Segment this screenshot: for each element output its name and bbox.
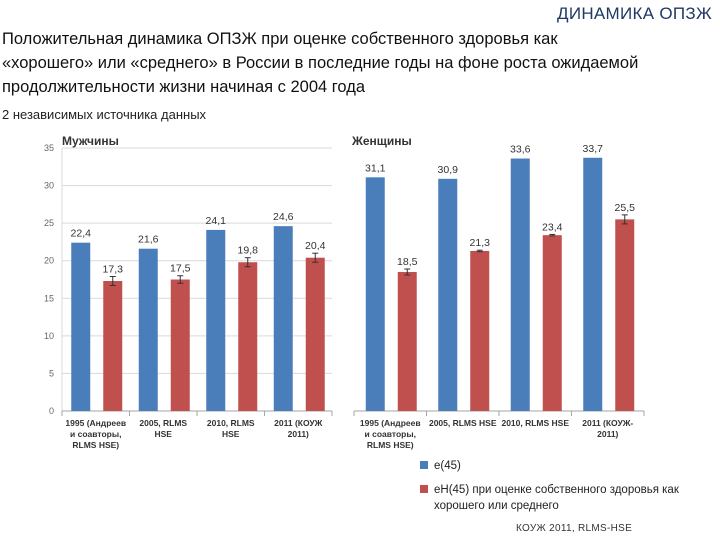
men-label-e45: 24,6 (273, 211, 294, 223)
men-bar-e45 (138, 248, 158, 411)
men-bar-e45 (273, 226, 293, 411)
legend-swatch-eh45 (420, 485, 428, 493)
men-category-label: 2010, RLMS (207, 418, 255, 428)
men-label-eh45: 20,4 (305, 240, 326, 252)
women-label-eh45: 21,3 (470, 237, 491, 249)
legend-item-e45: e(45) (420, 458, 720, 474)
men-label-e45: 24,1 (206, 215, 227, 227)
women-label-e45: 31,1 (365, 162, 386, 174)
men-bar-eh45 (238, 262, 258, 411)
women-label-eh45: 18,5 (397, 256, 418, 268)
men-label-e45: 21,6 (138, 234, 159, 246)
women-label-eh45: 25,5 (615, 202, 636, 214)
legend-item-eh45: eH(45) при оценке собственного здоровья … (420, 482, 720, 514)
men-label-eh45: 17,5 (170, 263, 191, 275)
men-category-label: 1995 (Андреев (65, 418, 126, 428)
women-chart-panel: Женщины 31,1 18,5 1995 (Андреев и соавторы,… (348, 128, 660, 468)
men-ytick-label: 20 (44, 256, 54, 266)
women-category-label: и соавторы, (365, 429, 416, 439)
women-label-e45: 30,9 (438, 164, 459, 176)
men-category-label: 2011) (288, 429, 309, 439)
men-bar-e45 (71, 242, 91, 411)
men-chart-title: Мужчины (62, 134, 119, 148)
women-bar-e45 (510, 158, 530, 411)
men-category-label: 2005, RLMS (139, 418, 187, 428)
men-bar-e45 (206, 229, 226, 411)
men-bar-eh45 (103, 281, 123, 411)
men-ytick-label: 0 (49, 406, 54, 416)
men-bar-eh45 (305, 257, 325, 411)
legend-label-e45: e(45) (434, 460, 461, 472)
men-ytick-label: 10 (44, 331, 54, 341)
men-category-label: и соавторы, (70, 429, 121, 439)
men-ytick-label: 30 (44, 181, 54, 191)
men-category-label: 2011 (КОУЖ (274, 418, 323, 428)
slide-headline: Положительная динамика ОПЗЖ при оценке с… (2, 30, 639, 96)
chart-legend: e(45) eH(45) при оценке собственного здо… (420, 458, 720, 522)
men-ytick-label: 15 (44, 293, 54, 303)
women-label-eh45: 23,4 (542, 221, 563, 233)
legend-label-eh45: eH(45) при оценке собственного здоровья … (434, 484, 679, 512)
women-category-label: 2005, RLMS HSE (429, 418, 497, 428)
women-category-label: RLMS HSE) (367, 440, 414, 450)
data-source-note: КОУЖ 2011, RLMS-HSE (516, 523, 633, 534)
women-category-label: 2010, RLMS HSE (501, 418, 569, 428)
women-chart-title: Женщины (352, 134, 412, 148)
men-category-label: HSE (222, 429, 240, 439)
men-ytick-label: 35 (44, 143, 54, 153)
women-category-label: 2011) (597, 429, 618, 439)
women-bar-eh45 (470, 250, 490, 411)
legend-swatch-e45 (420, 461, 428, 469)
men-chart-panel: Мужчины 0 5 10 15 20 25 30 35 22,4 17,3 1995 (Андр… (28, 128, 344, 468)
women-category-label: 1995 (Андреев (360, 418, 421, 428)
women-bar-eh45 (615, 219, 635, 411)
men-category-label: HSE (155, 429, 173, 439)
women-bar-e45 (583, 157, 603, 411)
men-label-e45: 22,4 (71, 228, 92, 240)
women-category-label: 2011 (КОУЖ- (582, 418, 633, 428)
men-ytick-label: 5 (49, 368, 54, 378)
women-label-e45: 33,6 (510, 144, 531, 156)
women-bar-eh45 (542, 235, 562, 411)
women-bar-eh45 (397, 271, 417, 411)
women-label-e45: 33,7 (583, 143, 604, 155)
men-label-eh45: 19,8 (238, 245, 259, 257)
women-bar-e45 (365, 177, 385, 411)
slide-subheadline: 2 независимых источника данных (2, 107, 207, 122)
men-label-eh45: 17,3 (103, 263, 124, 275)
slide-corner-title: ДИНАМИКА ОПЗЖ (557, 4, 712, 23)
men-bar-eh45 (170, 279, 190, 411)
men-ytick-label: 25 (44, 218, 54, 228)
men-category-label: RLMS HSE) (72, 440, 119, 450)
women-bar-e45 (438, 178, 458, 411)
